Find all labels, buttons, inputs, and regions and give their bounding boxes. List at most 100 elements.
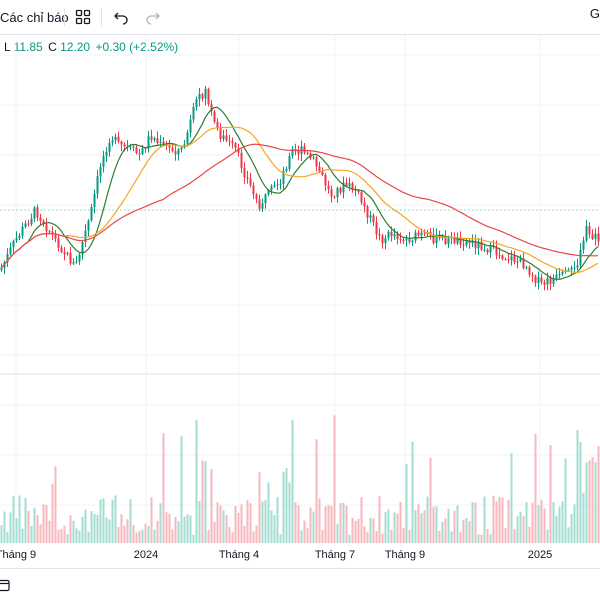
candle-body <box>555 274 558 279</box>
candle-body <box>375 222 378 235</box>
candle-body <box>399 239 402 241</box>
candle-body <box>597 233 600 242</box>
volume-bar <box>522 516 525 543</box>
volume-bar <box>96 515 99 543</box>
candle-body <box>255 194 258 200</box>
candle-body <box>381 235 384 244</box>
volume-bar <box>474 502 477 543</box>
volume-bar <box>240 504 243 543</box>
candle-body <box>483 249 486 251</box>
candle-body <box>444 237 447 245</box>
candle-body <box>504 259 507 261</box>
candle-body <box>186 132 189 145</box>
volume-bar <box>339 503 342 543</box>
price-chart[interactable] <box>0 35 600 545</box>
volume-bar <box>420 513 423 543</box>
volume-bar <box>156 520 159 543</box>
volume-bar <box>321 530 324 543</box>
volume-bar <box>306 528 309 543</box>
close-label: C <box>48 40 57 54</box>
candle-body <box>69 252 72 264</box>
candle-body <box>459 237 462 245</box>
candle-body <box>45 224 48 232</box>
volume-bar <box>12 496 15 543</box>
candle-body <box>39 217 42 221</box>
volume-bar <box>513 529 516 543</box>
volume-bar <box>267 482 270 543</box>
indicators-button[interactable]: Các chỉ báo <box>0 0 69 34</box>
undo-button[interactable] <box>111 0 131 34</box>
layout-grid-button[interactable] <box>73 0 93 34</box>
bottom-bar <box>0 568 600 601</box>
volume-bar <box>327 504 330 543</box>
volume-bar <box>45 505 48 543</box>
volume-bar <box>504 528 507 543</box>
volume-bar <box>216 502 219 543</box>
volume-bar <box>411 441 414 543</box>
volume-bar <box>147 525 150 543</box>
candle-body <box>66 252 69 255</box>
candle-body <box>330 189 333 197</box>
moving-average-mid <box>0 126 599 274</box>
volume-bar <box>9 512 12 543</box>
volume-bar <box>264 500 267 543</box>
candle-body <box>237 147 240 153</box>
volume-bar <box>180 436 183 543</box>
candle-body <box>90 206 93 221</box>
candle-body <box>561 271 564 274</box>
candle-body <box>489 245 492 253</box>
volume-bar <box>462 519 465 543</box>
candle-body <box>141 148 144 155</box>
volume-bar <box>132 524 135 543</box>
volume-bar <box>204 461 207 543</box>
candle-body <box>135 147 138 154</box>
redo-button[interactable] <box>143 0 163 34</box>
volume-bar <box>165 512 168 543</box>
volume-bar <box>237 513 240 543</box>
candle-body <box>0 267 3 270</box>
volume-bar <box>201 460 204 543</box>
candle-body <box>147 136 150 149</box>
moving-average-long <box>0 143 599 269</box>
candle-body <box>123 144 126 147</box>
volume-bar <box>417 504 420 543</box>
volume-bar <box>39 524 42 543</box>
candle-body <box>240 152 243 168</box>
candle-body <box>540 277 543 283</box>
candle-body <box>417 232 420 236</box>
candle-body <box>552 278 555 284</box>
candle-body <box>87 220 90 231</box>
redo-icon <box>146 12 160 25</box>
candle-body <box>198 94 201 100</box>
volume-bar <box>402 528 405 543</box>
candle-body <box>339 187 342 193</box>
close-value: 12.20 <box>60 40 91 54</box>
candle-body <box>303 146 306 153</box>
candle-body <box>222 135 225 139</box>
volume-bar <box>330 505 333 543</box>
candle-body <box>486 249 489 253</box>
volume-bar <box>351 517 354 543</box>
candle-body <box>219 128 222 139</box>
candle-body <box>246 177 249 179</box>
volume-bar <box>210 468 213 543</box>
candle-body <box>216 121 219 129</box>
volume-bar <box>231 532 234 543</box>
calendar-icon[interactable] <box>0 578 10 592</box>
volume-bar <box>432 506 435 543</box>
volume-bar <box>444 518 447 543</box>
volume-bar <box>228 526 231 543</box>
candle-body <box>99 166 102 177</box>
volume-bar <box>66 534 69 543</box>
candle-body <box>24 223 27 227</box>
volume-bar <box>234 506 237 543</box>
candle-body <box>432 234 435 244</box>
candle-body <box>75 261 78 263</box>
candle-body <box>288 155 291 169</box>
volume-bar <box>177 521 180 543</box>
volume-bar <box>582 492 585 543</box>
candle-body <box>522 258 525 269</box>
volume-bar <box>120 514 123 543</box>
candle-body <box>558 273 561 275</box>
volume-bar <box>408 530 411 543</box>
